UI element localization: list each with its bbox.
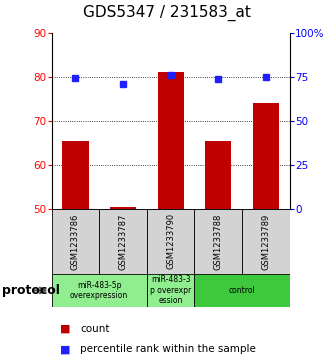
Bar	[253, 103, 279, 209]
Text: ■: ■	[60, 323, 71, 334]
Bar	[147, 274, 194, 307]
Text: GSM1233788: GSM1233788	[214, 213, 223, 270]
Bar	[52, 209, 99, 274]
Bar	[110, 207, 136, 209]
Bar	[99, 209, 147, 274]
Text: count: count	[80, 323, 110, 334]
Text: miR-483-5p
overexpression: miR-483-5p overexpression	[70, 281, 128, 300]
Bar	[194, 274, 290, 307]
Text: GSM1233789: GSM1233789	[261, 213, 270, 269]
Text: miR-483-3
p overexpr
ession: miR-483-3 p overexpr ession	[150, 276, 191, 305]
Bar	[158, 72, 184, 209]
Text: ■: ■	[60, 344, 71, 354]
Bar	[62, 140, 89, 209]
Bar	[242, 209, 290, 274]
Text: GSM1233786: GSM1233786	[71, 213, 80, 270]
Text: percentile rank within the sample: percentile rank within the sample	[80, 344, 256, 354]
Bar	[194, 209, 242, 274]
Bar	[52, 274, 147, 307]
Text: protocol: protocol	[2, 284, 60, 297]
Text: GSM1233790: GSM1233790	[166, 213, 175, 269]
Text: GDS5347 / 231583_at: GDS5347 / 231583_at	[83, 5, 250, 21]
Text: control: control	[229, 286, 255, 295]
Bar	[205, 140, 231, 209]
Text: GSM1233787: GSM1233787	[119, 213, 128, 270]
Bar	[147, 209, 194, 274]
